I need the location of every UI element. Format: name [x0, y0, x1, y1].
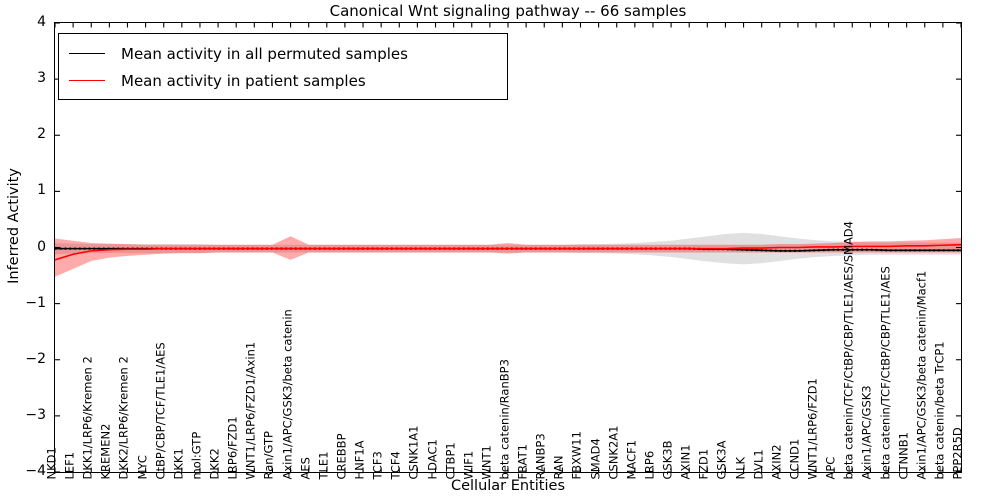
line-patient	[55, 243, 961, 261]
line-permuted-dots	[55, 247, 961, 252]
plot-axes	[54, 22, 962, 473]
chart-title: Canonical Wnt signaling pathway -- 66 sa…	[329, 2, 687, 20]
legend-label-patient: Mean activity in patient samples	[121, 71, 366, 90]
band-patient	[55, 236, 961, 277]
plot-svg	[55, 23, 961, 472]
x-axis-title: Cellular Entities	[450, 478, 566, 494]
legend-swatch-patient	[69, 80, 105, 81]
y-tick-label: −4	[25, 463, 46, 479]
legend-entry-patient: Mean activity in patient samples	[59, 67, 507, 94]
legend-swatch-permuted	[69, 53, 105, 54]
confidence-bands	[55, 232, 961, 277]
legend-label-permuted: Mean activity in all permuted samples	[121, 44, 408, 63]
legend-entry-permuted: Mean activity in all permuted samples	[59, 40, 507, 67]
legend-box: Mean activity in all permuted samples Me…	[58, 33, 508, 100]
x-tick-marks	[55, 23, 961, 472]
series-lines	[55, 243, 961, 261]
y-axis-title: Inferred Activity	[6, 168, 22, 284]
